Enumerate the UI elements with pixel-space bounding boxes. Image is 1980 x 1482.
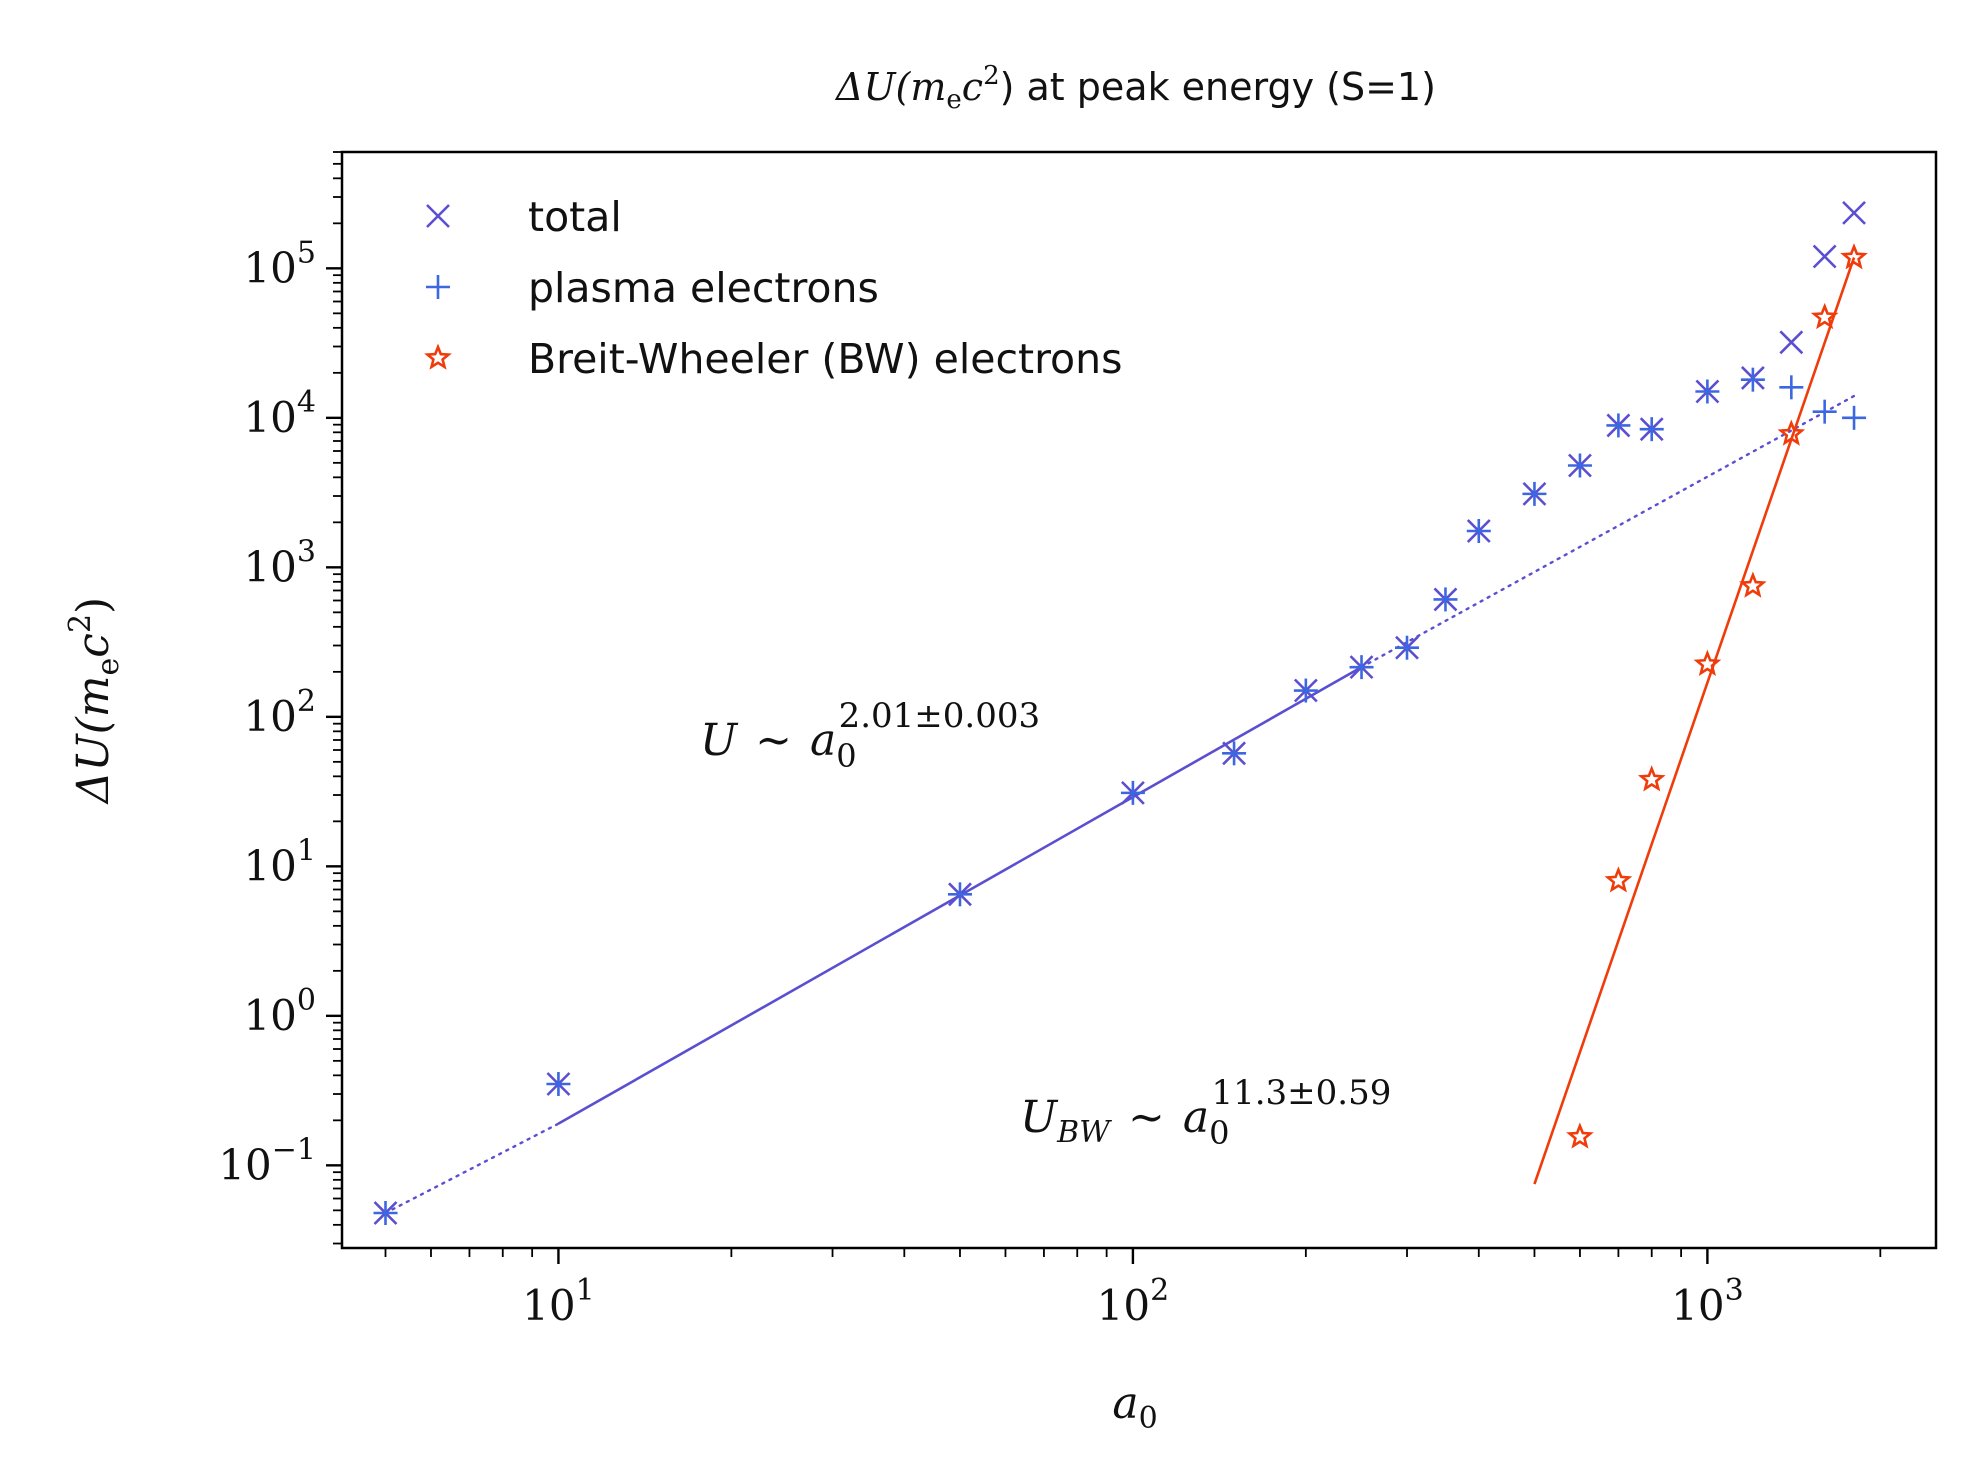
- plasma-fit-dotted-high: [1360, 394, 1856, 669]
- data-point-bw: [1739, 571, 1767, 598]
- data-point-bw: [1637, 765, 1666, 792]
- legend-label: total: [528, 193, 622, 241]
- data-point-plasma: [1293, 678, 1318, 703]
- data-point-bw: [1604, 866, 1633, 893]
- legend-label: plasma electrons: [528, 264, 879, 312]
- data-point-plasma: [1466, 519, 1491, 544]
- y-tick-label: 103: [243, 534, 316, 591]
- fit-lines: [384, 257, 1856, 1215]
- plot-frame: [340, 150, 1938, 1250]
- axis-tick-labels: 101 102 103 10−1 100 101 102 103 104 105: [218, 235, 1743, 1330]
- data-point-plasma: [1606, 413, 1631, 438]
- data-point-plasma: [1222, 741, 1247, 766]
- y-tick-label: 10−1: [218, 1132, 316, 1189]
- y-tick-label: 102: [243, 684, 316, 741]
- data-point-plasma: [1812, 399, 1837, 424]
- y-tick-label: 101: [243, 833, 316, 890]
- bw-fit-line: [1533, 257, 1856, 1185]
- data-point-plasma: [1842, 405, 1867, 430]
- data-point-bw: [1840, 243, 1868, 270]
- data-point-plasma: [947, 882, 972, 907]
- data-point-plasma: [1349, 655, 1374, 680]
- plasma-fit-annotation: U ∼ a02.01±0.003: [700, 696, 1040, 775]
- y-tick-label: 100: [243, 983, 316, 1040]
- data-point-total: [1812, 244, 1837, 269]
- legend: total plasma electrons Breit-Wheeler (BW) …: [424, 193, 1122, 383]
- legend-marker: [426, 204, 450, 228]
- data-point-total: [1779, 330, 1804, 355]
- data-point-plasma: [546, 1072, 571, 1097]
- data-markers: [373, 200, 1868, 1226]
- data-point-plasma: [1395, 635, 1420, 660]
- data-point-plasma: [1522, 481, 1547, 506]
- x-tick-label: 103: [1671, 1273, 1744, 1330]
- data-point-plasma: [1779, 375, 1804, 400]
- legend-marker: [426, 275, 450, 299]
- data-point-plasma: [373, 1201, 398, 1226]
- data-point-bw: [1693, 649, 1722, 676]
- data-point-plasma: [1695, 379, 1720, 404]
- y-axis-label: ΔU(mec2): [63, 597, 126, 805]
- x-tick-label: 102: [1097, 1273, 1170, 1330]
- data-point-bw: [1566, 1122, 1594, 1149]
- y-tick-label: 105: [243, 235, 316, 292]
- y-tick-label: 104: [243, 385, 316, 442]
- data-point-plasma: [1740, 367, 1765, 392]
- data-point-plasma: [1567, 453, 1592, 478]
- plasma-fit-dotted-low: [384, 1122, 560, 1215]
- x-axis-label: a0: [1112, 1378, 1157, 1436]
- axis-ticks: [326, 151, 1882, 1264]
- data-point-bw: [1777, 419, 1806, 446]
- data-point-plasma: [1120, 780, 1145, 805]
- data-point-plasma: [1639, 417, 1664, 442]
- x-tick-label: 101: [522, 1273, 595, 1330]
- chart-title: ΔU(mec2) at peak energy (S=1): [834, 61, 1436, 115]
- bw-fit-annotation: UBW ∼ a011.3±0.59: [1020, 1073, 1391, 1152]
- legend-marker: [424, 343, 452, 370]
- legend-label: Breit-Wheeler (BW) electrons: [528, 335, 1122, 383]
- data-point-plasma: [1433, 587, 1458, 612]
- data-point-total: [1842, 200, 1866, 225]
- data-point-bw: [1810, 302, 1839, 330]
